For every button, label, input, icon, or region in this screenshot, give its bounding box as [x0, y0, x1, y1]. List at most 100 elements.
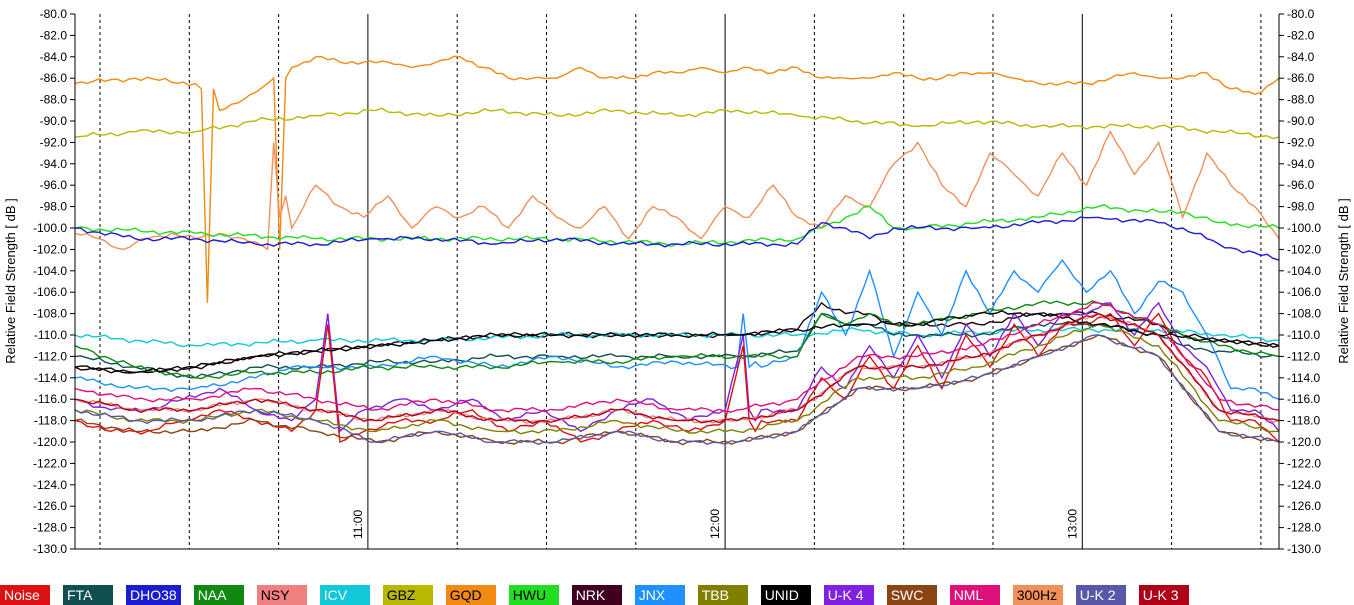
- y-tick-label-right: -106.0: [1287, 285, 1321, 299]
- y-tick-label-left: -98.0: [40, 200, 68, 214]
- series-line-nsy: [74, 312, 1280, 424]
- series-line-jnx: [74, 258, 1280, 400]
- legend-item-300hz: 300Hz: [1012, 585, 1063, 605]
- y-axis-title-right: Relative Field Strength [ dB ]: [1336, 198, 1351, 363]
- y-tick-label-right: -88.0: [1287, 93, 1315, 107]
- series-lines: [74, 55, 1280, 446]
- y-tick-label-left: -126.0: [33, 499, 67, 513]
- y-tick-label-left: -120.0: [33, 435, 67, 449]
- y-tick-label-left: -112.0: [34, 349, 67, 363]
- y-tick-label-left: -110.0: [34, 328, 67, 342]
- y-tick-label-left: -106.0: [33, 285, 67, 299]
- legend-item-naa: NAA: [193, 585, 244, 605]
- legend-item-dho38: DHO38: [126, 585, 181, 605]
- legend-label: UNID: [760, 585, 811, 605]
- legend-label: GQD: [445, 585, 496, 605]
- y-tick-label-right: -98.0: [1287, 200, 1315, 214]
- y-tick-label-left: -114.0: [34, 371, 67, 385]
- y-tick-label-right: -90.0: [1287, 114, 1315, 128]
- legend-item-swc: SWC: [886, 585, 937, 605]
- y-tick-label-right: -96.0: [1287, 178, 1315, 192]
- y-tick-label-right: -116.0: [1287, 392, 1320, 406]
- series-line-swc: [74, 334, 1280, 446]
- line-chart: 11:00 12:00 13:00 -80.0 -80.0 -82.0 -82.0 -84.0…: [3, 7, 1351, 556]
- y-tick-label-right: -86.0: [1287, 71, 1315, 85]
- y-tick-label-right: -114.0: [1287, 371, 1320, 385]
- x-tick-label: 13:00: [1065, 509, 1079, 539]
- y-tick-label-right: -108.0: [1287, 307, 1321, 321]
- y-tick-label-left: -86.0: [40, 71, 68, 85]
- legend-item-gqd: GQD: [445, 585, 496, 605]
- series-line-u-k-4: [74, 301, 1280, 433]
- axes: 11:00 12:00 13:00 -80.0 -80.0 -82.0 -82.0 -84.0…: [33, 7, 1321, 556]
- legend-item-tbb: TBB: [697, 585, 748, 605]
- y-axis-title-left: Relative Field Strength [ dB ]: [3, 198, 18, 363]
- series-line-nml: [74, 301, 1280, 413]
- legend-label: 300Hz: [1012, 585, 1063, 605]
- legend-label: ICV: [319, 585, 370, 605]
- y-tick-label-right: -94.0: [1287, 157, 1315, 171]
- series-line-hwu: [74, 203, 1280, 248]
- legend-label: NRK: [571, 585, 622, 605]
- y-tick-label-right: -84.0: [1287, 50, 1315, 64]
- legend-label: U-K 2: [1075, 585, 1126, 605]
- y-tick-label-right: -92.0: [1287, 135, 1315, 149]
- legend-label: NSY: [256, 585, 307, 605]
- series-line-unid: [74, 310, 1280, 374]
- y-tick-label-left: -94.0: [40, 157, 68, 171]
- legend-label: U-K 4: [823, 585, 874, 605]
- series-line-gqd: [74, 55, 1280, 303]
- legend-label: GBZ: [382, 585, 433, 605]
- grid-lines: [99, 14, 1262, 549]
- y-tick-label-right: -130.0: [1287, 542, 1321, 556]
- legend-label: JNX: [634, 585, 685, 605]
- y-tick-label-left: -82.0: [40, 28, 68, 42]
- legend-label: U-K 3: [1138, 585, 1189, 605]
- y-tick-label-left: -128.0: [33, 521, 67, 535]
- legend: Noise FTA DHO38 NAA NSY ICV GBZ GQD HWU NRK JNX TBB…: [0, 585, 1354, 605]
- legend-item-nsy: NSY: [256, 585, 307, 605]
- legend-item-hwu: HWU: [508, 585, 559, 605]
- y-tick-label-left: -96.0: [40, 178, 68, 192]
- y-tick-label-left: -88.0: [40, 93, 68, 107]
- y-tick-label-left: -84.0: [40, 50, 68, 64]
- legend-label: NAA: [193, 585, 244, 605]
- legend-label: TBB: [697, 585, 748, 605]
- y-tick-label-right: -128.0: [1287, 521, 1321, 535]
- y-tick-label-right: -120.0: [1287, 435, 1321, 449]
- y-tick-label-right: -124.0: [1287, 478, 1321, 492]
- legend-item-noise: Noise: [0, 585, 50, 605]
- series-line-icv: [74, 326, 1279, 348]
- legend-item-jnx: JNX: [634, 585, 685, 605]
- legend-item-unid: UNID: [760, 585, 811, 605]
- legend-label: Noise: [0, 585, 50, 605]
- legend-item-gbz: GBZ: [382, 585, 433, 605]
- y-tick-label-right: -110.0: [1287, 328, 1320, 342]
- y-tick-label-right: -80.0: [1287, 7, 1315, 21]
- legend-label: DHO38: [126, 585, 181, 605]
- y-tick-label-right: -126.0: [1287, 499, 1321, 513]
- y-tick-label-left: -80.0: [40, 7, 68, 21]
- legend-item-icv: ICV: [319, 585, 370, 605]
- series-line-gbz: [74, 107, 1280, 140]
- series-line-dho38: [74, 216, 1280, 261]
- legend-item-fta: FTA: [63, 585, 113, 605]
- legend-item-nrk: NRK: [571, 585, 622, 605]
- legend-item-u-k-3: U-K 3: [1138, 585, 1189, 605]
- y-tick-label-right: -104.0: [1287, 264, 1321, 278]
- legend-item-u-k-2: U-K 2: [1075, 585, 1126, 605]
- y-tick-label-left: -108.0: [33, 307, 67, 321]
- y-tick-label-left: -92.0: [40, 135, 68, 149]
- legend-item-nml: NML: [949, 585, 1000, 605]
- y-tick-label-left: -102.0: [33, 242, 67, 256]
- legend-label: SWC: [886, 585, 937, 605]
- y-tick-label-right: -102.0: [1287, 242, 1321, 256]
- series-line-naa: [74, 300, 1280, 380]
- y-tick-label-left: -100.0: [33, 221, 67, 235]
- y-tick-label-left: -130.0: [33, 542, 67, 556]
- legend-item-u-k-4: U-K 4: [823, 585, 874, 605]
- y-tick-label-right: -118.0: [1287, 414, 1320, 428]
- y-tick-label-right: -100.0: [1287, 221, 1321, 235]
- x-tick-label: 12:00: [708, 509, 722, 539]
- legend-label: FTA: [63, 585, 113, 605]
